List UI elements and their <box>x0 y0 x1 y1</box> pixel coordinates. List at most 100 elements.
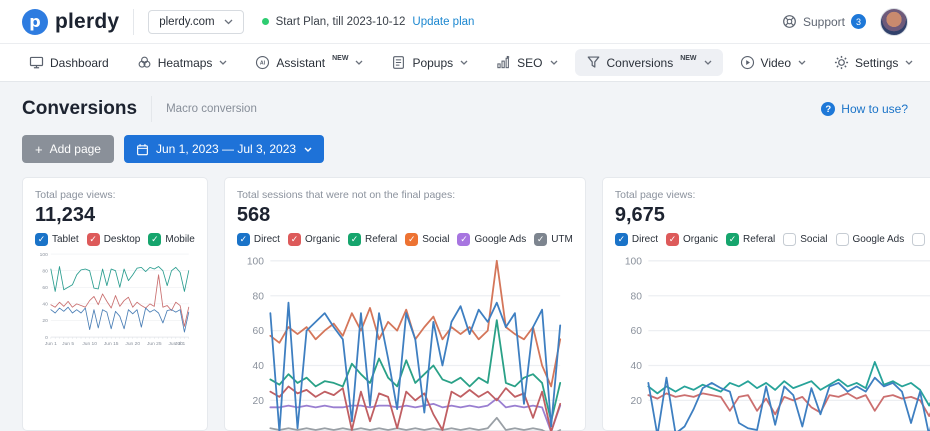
legend-label: Google Ads <box>852 234 905 245</box>
card-total: 9,675 <box>614 204 665 226</box>
top-bar: p plerdy plerdy.com Start Plan, till 202… <box>0 0 930 44</box>
svg-text:Jun 25: Jun 25 <box>147 341 162 347</box>
checked-checkbox-icon: ✓ <box>35 233 48 246</box>
legend-checkbox-direct[interactable]: ✓ Direct <box>614 233 658 246</box>
nav-item-settings[interactable]: Settings <box>823 49 924 76</box>
svg-text:40: 40 <box>630 361 642 372</box>
svg-text:Jun 15: Jun 15 <box>104 341 119 347</box>
legend-checkbox-tablet[interactable]: ✓ Tablet <box>35 233 79 246</box>
seo-chart-icon <box>496 55 511 70</box>
svg-text:100: 100 <box>247 256 264 267</box>
monitor-icon <box>29 55 44 70</box>
brand[interactable]: p plerdy <box>22 8 120 35</box>
checked-checkbox-icon: ✓ <box>86 233 100 246</box>
chevron-down-icon <box>798 60 806 65</box>
gear-icon <box>834 55 849 70</box>
checked-checkbox-icon: ✓ <box>726 233 740 246</box>
funnel-icon <box>586 55 601 70</box>
support-button[interactable]: Support 3 <box>782 14 866 29</box>
card-title: Total page views: <box>35 189 116 201</box>
date-range-button[interactable]: Jun 1, 2023 — Jul 3, 2023 <box>123 135 325 163</box>
checked-checkbox-icon: ✓ <box>614 233 628 246</box>
legend-label: Google Ads <box>474 234 527 245</box>
line-chart: 0 20 40 60 80 100 Jun 1 Jun 5 Jun 10 Jun 15 Jun 20… <box>35 248 195 349</box>
nav-item-dashboard[interactable]: Dashboard <box>18 49 120 76</box>
nav-item-video[interactable]: Video <box>729 49 817 76</box>
nav-item-popups[interactable]: Popups <box>380 49 479 76</box>
legend-label: UTM <box>551 234 573 245</box>
support-label: Support <box>802 14 845 29</box>
svg-text:60: 60 <box>252 326 264 337</box>
nav-label: Assistant <box>276 55 326 70</box>
plerdy-logo-icon: p <box>22 8 48 35</box>
page-title: Conversions <box>22 98 138 119</box>
chart-legend: ✓ Tablet ✓ Desktop ✓ Mobile <box>35 233 195 246</box>
plan-status: Start Plan, till 2023-10-12 Update plan <box>261 15 475 28</box>
nav-label: Settings <box>855 55 899 70</box>
svg-text:Jun 5: Jun 5 <box>62 341 74 347</box>
add-page-button[interactable]: + Add page <box>22 135 114 163</box>
how-to-use-link[interactable]: ? How to use? <box>821 102 908 116</box>
checked-checkbox-icon: ✓ <box>347 233 361 246</box>
main-nav: Dashboard Heatmaps AI Assistant NEW Popup… <box>0 44 930 82</box>
legend-checkbox-direct[interactable]: ✓ Direct <box>236 233 280 246</box>
add-page-label: Add page <box>49 142 101 156</box>
support-badge: 3 <box>851 14 866 29</box>
heatmaps-icon <box>137 55 152 70</box>
checked-checkbox-icon: ✓ <box>287 233 301 246</box>
site-selector[interactable]: plerdy.com <box>148 9 244 34</box>
card-title: Total page views: <box>614 189 696 201</box>
calendar-icon <box>137 143 148 155</box>
svg-text:100: 100 <box>40 252 48 258</box>
legend-label: Referal <box>743 234 776 245</box>
checked-checkbox-icon: ✓ <box>405 233 419 246</box>
chevron-down-icon <box>304 147 312 152</box>
chevron-down-icon <box>905 60 913 65</box>
page-header: Conversions Macro conversion ? How to us… <box>22 96 908 122</box>
legend-checkbox-referal[interactable]: ✓ Referal <box>726 233 775 246</box>
legend-checkbox-utm[interactable]: ✓ UTM <box>534 233 573 246</box>
svg-text:Jun 10: Jun 10 <box>82 341 97 347</box>
card-total: 568 <box>236 204 271 226</box>
legend-checkbox-utm[interactable]: UTM <box>912 233 930 246</box>
legend-checkbox-organic[interactable]: ✓ Organic <box>287 233 340 246</box>
plus-icon: + <box>35 141 43 157</box>
checked-checkbox-icon: ✓ <box>457 233 471 246</box>
svg-text:0: 0 <box>45 335 48 341</box>
legend-checkbox-referal[interactable]: ✓ Referal <box>347 233 398 246</box>
play-circle-icon <box>740 55 755 70</box>
nav-item-seo[interactable]: SEO <box>485 49 568 76</box>
legend-checkbox-organic[interactable]: ✓ Organic <box>666 233 718 246</box>
legend-checkbox-desktop[interactable]: ✓ Desktop <box>86 233 140 246</box>
date-range-value: Jun 1, 2023 — Jul 3, 2023 <box>155 142 297 156</box>
checked-checkbox-icon: ✓ <box>534 233 548 246</box>
user-avatar[interactable] <box>880 7 908 36</box>
nav-item-assistant[interactable]: AI Assistant NEW <box>244 49 374 76</box>
svg-text:80: 80 <box>252 291 264 302</box>
unchecked-checkbox-icon <box>912 233 926 246</box>
content-area: Conversions Macro conversion ? How to us… <box>0 82 930 431</box>
legend-checkbox-google-ads[interactable]: ✓ Google Ads <box>457 233 526 246</box>
legend-checkbox-mobile[interactable]: ✓ Mobile <box>148 233 195 246</box>
life-ring-icon <box>783 15 796 28</box>
how-to-use-label: How to use? <box>841 102 908 116</box>
question-icon: ? <box>821 102 836 116</box>
legend-checkbox-social[interactable]: ✓ Social <box>405 233 449 246</box>
legend-checkbox-google-ads[interactable]: Google Ads <box>835 233 905 246</box>
update-plan-link[interactable]: Update plan <box>412 15 475 28</box>
plan-status-text: Start Plan, till 2023-10-12 <box>275 15 406 28</box>
checked-checkbox-icon: ✓ <box>236 233 250 246</box>
legend-label: Social <box>422 234 450 245</box>
nav-item-conversions[interactable]: Conversions NEW <box>574 49 723 76</box>
brand-name: plerdy <box>55 9 120 33</box>
nav-item-heatmaps[interactable]: Heatmaps <box>126 49 239 76</box>
legend-label: Referal <box>364 234 398 245</box>
legend-checkbox-social[interactable]: Social <box>783 233 828 246</box>
svg-text:Jun 20: Jun 20 <box>125 341 140 347</box>
svg-text:40: 40 <box>42 302 48 308</box>
svg-text:Jun 1: Jun 1 <box>45 341 57 347</box>
svg-text:80: 80 <box>42 268 48 274</box>
svg-text:40: 40 <box>252 361 264 372</box>
chevron-down-icon <box>355 60 363 65</box>
